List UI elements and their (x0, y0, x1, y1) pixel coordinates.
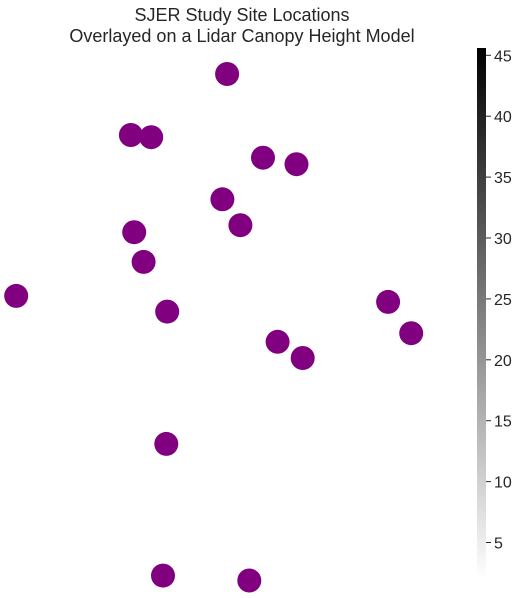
colorbar-tick-label-20: 20 (494, 353, 512, 370)
site-marker-13 (399, 321, 423, 345)
site-marker-15 (291, 346, 315, 370)
site-marker-16 (154, 432, 178, 456)
site-marker-8 (122, 220, 146, 244)
site-marker-10 (4, 284, 28, 308)
site-marker-7 (228, 213, 252, 237)
site-marker-14 (266, 330, 290, 354)
colorbar-tick-label-30: 30 (494, 231, 512, 248)
colorbar-tick-label-25: 25 (494, 292, 512, 309)
plot-area (2, 54, 474, 594)
site-marker-1 (215, 62, 239, 86)
colorbar-tick-label-35: 35 (494, 170, 512, 187)
colorbar-tick-label-45: 45 (494, 48, 512, 65)
site-marker-12 (155, 300, 179, 324)
site-marker-6 (210, 187, 234, 211)
colorbar-tick-label-5: 5 (494, 536, 503, 553)
colorbar-tick-label-15: 15 (494, 414, 512, 431)
colorbar-ticks: 5 10 15 20 25 30 35 40 45 (486, 48, 512, 552)
site-marker-18 (237, 569, 261, 593)
site-marker-11 (376, 290, 400, 314)
colorbar-tick-label-10: 10 (494, 475, 512, 492)
colorbar-tick-label-40: 40 (494, 109, 512, 126)
site-marker-4 (251, 146, 275, 170)
site-marker-2 (119, 123, 143, 147)
site-marker-9 (132, 250, 156, 274)
site-marker-17 (151, 564, 175, 588)
site-marker-3 (139, 125, 163, 149)
colorbar (477, 48, 486, 579)
site-marker-5 (285, 152, 309, 176)
